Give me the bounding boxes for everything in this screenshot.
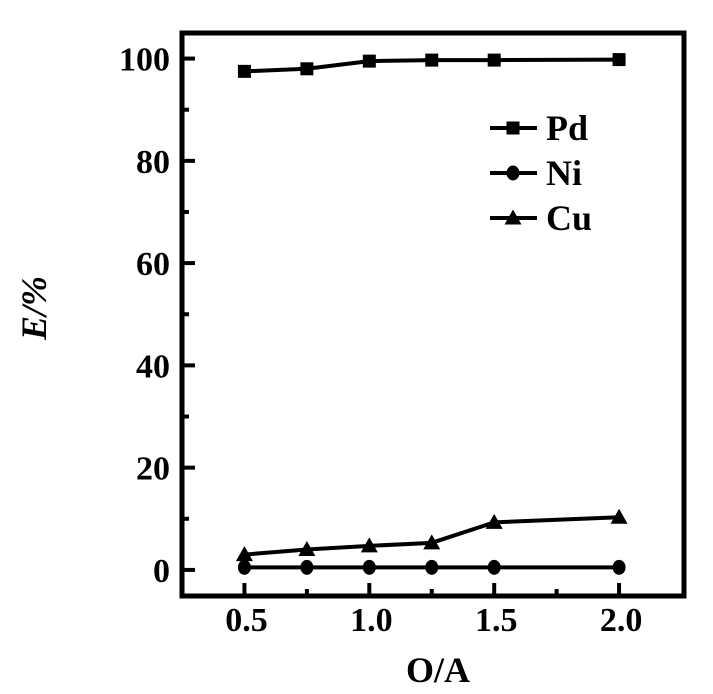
legend-label-Ni: Ni — [546, 153, 582, 193]
y-tick-label: 40 — [136, 348, 170, 385]
legend-label-Cu: Cu — [546, 198, 592, 238]
legend-Cu-triangle-marker — [504, 209, 522, 225]
y-axis-label: E/% — [14, 276, 54, 341]
series-Cu-triangle-marker — [235, 546, 253, 562]
series-Pd-square-marker — [237, 64, 251, 78]
y-tick-label: 80 — [136, 144, 170, 181]
series-Ni-circle-marker — [362, 559, 376, 575]
series-Cu-triangle-marker — [485, 513, 503, 529]
x-tick-label: 0.5 — [225, 602, 268, 639]
series-Pd-square-marker — [362, 54, 376, 68]
series-Ni-circle-marker — [487, 559, 501, 575]
series-Ni-circle-marker — [300, 559, 314, 575]
series-line-Pd — [244, 57, 620, 74]
legend-Pd-square-marker — [506, 121, 520, 135]
y-tick-label: 100 — [119, 42, 170, 79]
series-Pd-square-marker — [612, 53, 626, 67]
series-Cu-triangle-marker — [298, 540, 316, 556]
y-tick-label: 60 — [136, 246, 170, 283]
series-Ni-circle-marker — [237, 559, 251, 575]
plot-frame — [179, 30, 687, 599]
series-Pd-square-marker — [300, 62, 314, 76]
series-Cu-triangle-marker — [610, 508, 628, 524]
series-line-Cu — [244, 515, 620, 557]
y-tick-label: 0 — [153, 553, 170, 590]
legend-label-Pd: Pd — [546, 108, 588, 148]
x-tick-label: 1.5 — [475, 602, 518, 639]
series-Ni-circle-marker — [425, 559, 439, 575]
y-tick-label: 20 — [136, 451, 170, 488]
plot-layer: 0 20 40 60 80 100 0.5 1.0 1.5 2.0 Pd Ni Cu — [119, 30, 687, 639]
series-Ni-circle-marker — [612, 559, 626, 575]
series-Pd-square-marker — [487, 53, 501, 67]
x-tick-label: 1.0 — [350, 602, 393, 639]
series-Pd-square-marker — [425, 53, 439, 67]
x-axis-label: O/A — [406, 650, 470, 690]
series-Cu-triangle-marker — [360, 537, 378, 553]
series-Cu-triangle-marker — [423, 534, 441, 550]
legend-Ni-circle-marker — [506, 165, 520, 181]
x-tick-label: 2.0 — [600, 602, 643, 639]
